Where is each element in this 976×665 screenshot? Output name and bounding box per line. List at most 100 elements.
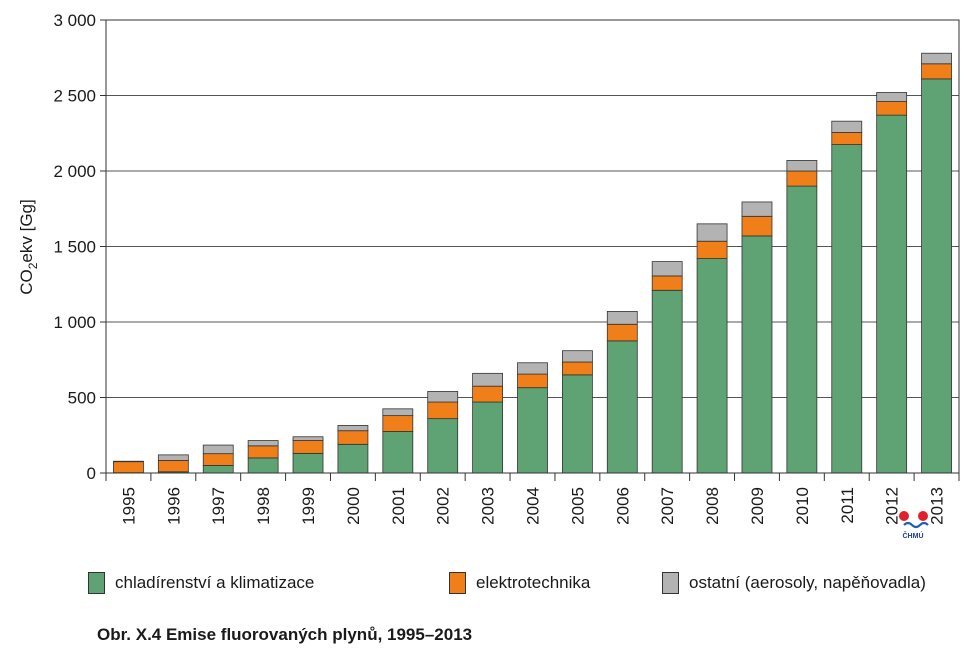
legend-swatch-ostatni: [662, 572, 679, 594]
y-tick-label-1000: 1 000: [53, 313, 96, 332]
bar-2004-series-0: [517, 387, 548, 474]
bar-2000-series-2: [337, 425, 369, 432]
bar-2005-series-2: [561, 350, 593, 363]
legend-item-chladirenstvi: chladírenství a klimatizace: [88, 572, 314, 594]
logo-wave: [903, 521, 929, 529]
bar-2009-series-2: [741, 201, 773, 217]
bar-2007-series-2: [651, 261, 683, 277]
x-tick-label-2000: 2000: [344, 487, 363, 525]
bar-2003-series-0: [472, 401, 504, 474]
legend-label-elektrotechnika: elektrotechnika: [476, 573, 591, 592]
bar-1997-series-2: [202, 444, 234, 455]
x-tick-label-2006: 2006: [613, 487, 632, 525]
x-tick-label-2009: 2009: [748, 487, 767, 525]
bars: [113, 52, 952, 474]
bar-2002-series-2: [427, 391, 459, 403]
x-tick-label-2004: 2004: [524, 487, 543, 525]
legend: chladírenství a klimatizace elektrotechn…: [0, 572, 976, 602]
bar-2006-series-1: [606, 323, 638, 342]
x-tick-label-1996: 1996: [164, 487, 183, 525]
bar-2009-series-1: [741, 215, 773, 237]
bar-1998-series-2: [247, 440, 279, 447]
x-tick-label-2002: 2002: [434, 487, 453, 525]
y-tick-label-500: 500: [68, 389, 96, 408]
bar-1997-series-0: [202, 465, 234, 474]
legend-swatch-elektrotechnika: [449, 572, 466, 594]
bar-2003-series-2: [472, 372, 504, 387]
bar-2001-series-1: [382, 415, 414, 432]
bar-2000-series-1: [337, 430, 369, 445]
legend-swatch-chladirenstvi: [88, 572, 105, 594]
bar-2004-series-2: [517, 362, 548, 375]
bar-2012-series-0: [876, 114, 908, 474]
legend-item-elektrotechnika: elektrotechnika: [449, 572, 590, 594]
logo-dot-right: [918, 511, 928, 521]
logo-dot-left: [899, 511, 909, 521]
legend-label-ostatni: ostatní (aerosoly, napěňovadla): [689, 573, 926, 592]
bar-2004-series-1: [517, 373, 548, 389]
bar-1997-series-1: [202, 453, 234, 466]
bar-2003-series-1: [472, 385, 504, 403]
bar-2013-series-1: [921, 63, 952, 80]
bar-2005-series-1: [561, 361, 593, 376]
bar-1999-series-2: [292, 436, 324, 441]
bar-1995-series-1: [113, 461, 144, 474]
x-tick-label-1997: 1997: [209, 487, 228, 525]
x-tick-label-2007: 2007: [658, 487, 677, 525]
bar-2006-series-0: [606, 340, 638, 474]
y-tick-label-2500: 2 500: [53, 87, 96, 106]
bar-2012-series-1: [876, 101, 908, 116]
x-tick-label-2013: 2013: [928, 487, 947, 525]
chmu-logo: ČHMÚ: [899, 511, 929, 540]
bar-2010-series-1: [786, 170, 818, 187]
bar-2012-series-2: [876, 92, 908, 102]
x-tick-label-1999: 1999: [299, 487, 318, 525]
bar-2002-series-0: [427, 418, 459, 474]
x-tick-label-2008: 2008: [703, 487, 722, 525]
bar-2013-series-2: [921, 52, 952, 65]
y-tick-label-1500: 1 500: [53, 238, 96, 257]
bar-1996-series-1: [157, 460, 189, 473]
axes: [100, 19, 960, 481]
legend-label-chladirenstvi: chladírenství a klimatizace: [115, 573, 315, 592]
bar-2011-series-2: [831, 120, 863, 133]
bar-2008-series-2: [696, 223, 728, 242]
x-tick-label-2001: 2001: [389, 487, 408, 525]
bar-1999-series-1: [292, 440, 324, 454]
bar-2010-series-0: [786, 185, 818, 474]
logo-label: ČHMÚ: [903, 531, 924, 540]
x-tick-label-1995: 1995: [119, 487, 138, 525]
bar-2001-series-0: [382, 431, 414, 474]
bar-2005-series-0: [561, 374, 593, 474]
bar-1998-series-0: [247, 457, 279, 474]
y-tick-label-2000: 2 000: [53, 162, 96, 181]
x-tick-label-2005: 2005: [568, 487, 587, 525]
bar-2001-series-2: [382, 408, 414, 417]
bar-2011-series-1: [831, 132, 863, 145]
y-axis-label: CO2ekv [Gg]: [17, 199, 40, 295]
x-tick-label-1998: 1998: [254, 487, 273, 525]
bar-2011-series-0: [831, 144, 863, 474]
bar-1996-series-2: [157, 454, 189, 461]
y-tick-label-3000: 3 000: [53, 11, 96, 30]
x-tick-label-2003: 2003: [479, 487, 498, 525]
y-tick-labels: 0 500 1 000 1 500 2 000 2 500 3 000: [53, 11, 96, 483]
x-tick-labels: 1995 1996 1997 1998 1999 2000 2001 2002 2003 2004…: [119, 487, 946, 525]
bar-2008-series-1: [696, 240, 728, 259]
bar-2007-series-1: [651, 275, 683, 291]
x-tick-label-2011: 2011: [838, 487, 857, 524]
x-tick-label-2012: 2012: [883, 487, 902, 525]
bar-2009-series-0: [741, 235, 773, 474]
bar-2013-series-0: [921, 78, 952, 474]
x-tick-label-2010: 2010: [793, 487, 812, 525]
grid-lines: [106, 19, 959, 398]
y-tick-label-0: 0: [87, 464, 96, 483]
bar-1998-series-1: [247, 445, 279, 459]
legend-item-ostatni: ostatní (aerosoly, napěňovadla): [662, 572, 926, 594]
bar-2000-series-0: [337, 443, 369, 474]
bar-2008-series-0: [696, 258, 728, 474]
bar-2006-series-2: [606, 311, 638, 325]
bar-2010-series-2: [786, 160, 818, 172]
bar-1999-series-0: [292, 452, 324, 474]
